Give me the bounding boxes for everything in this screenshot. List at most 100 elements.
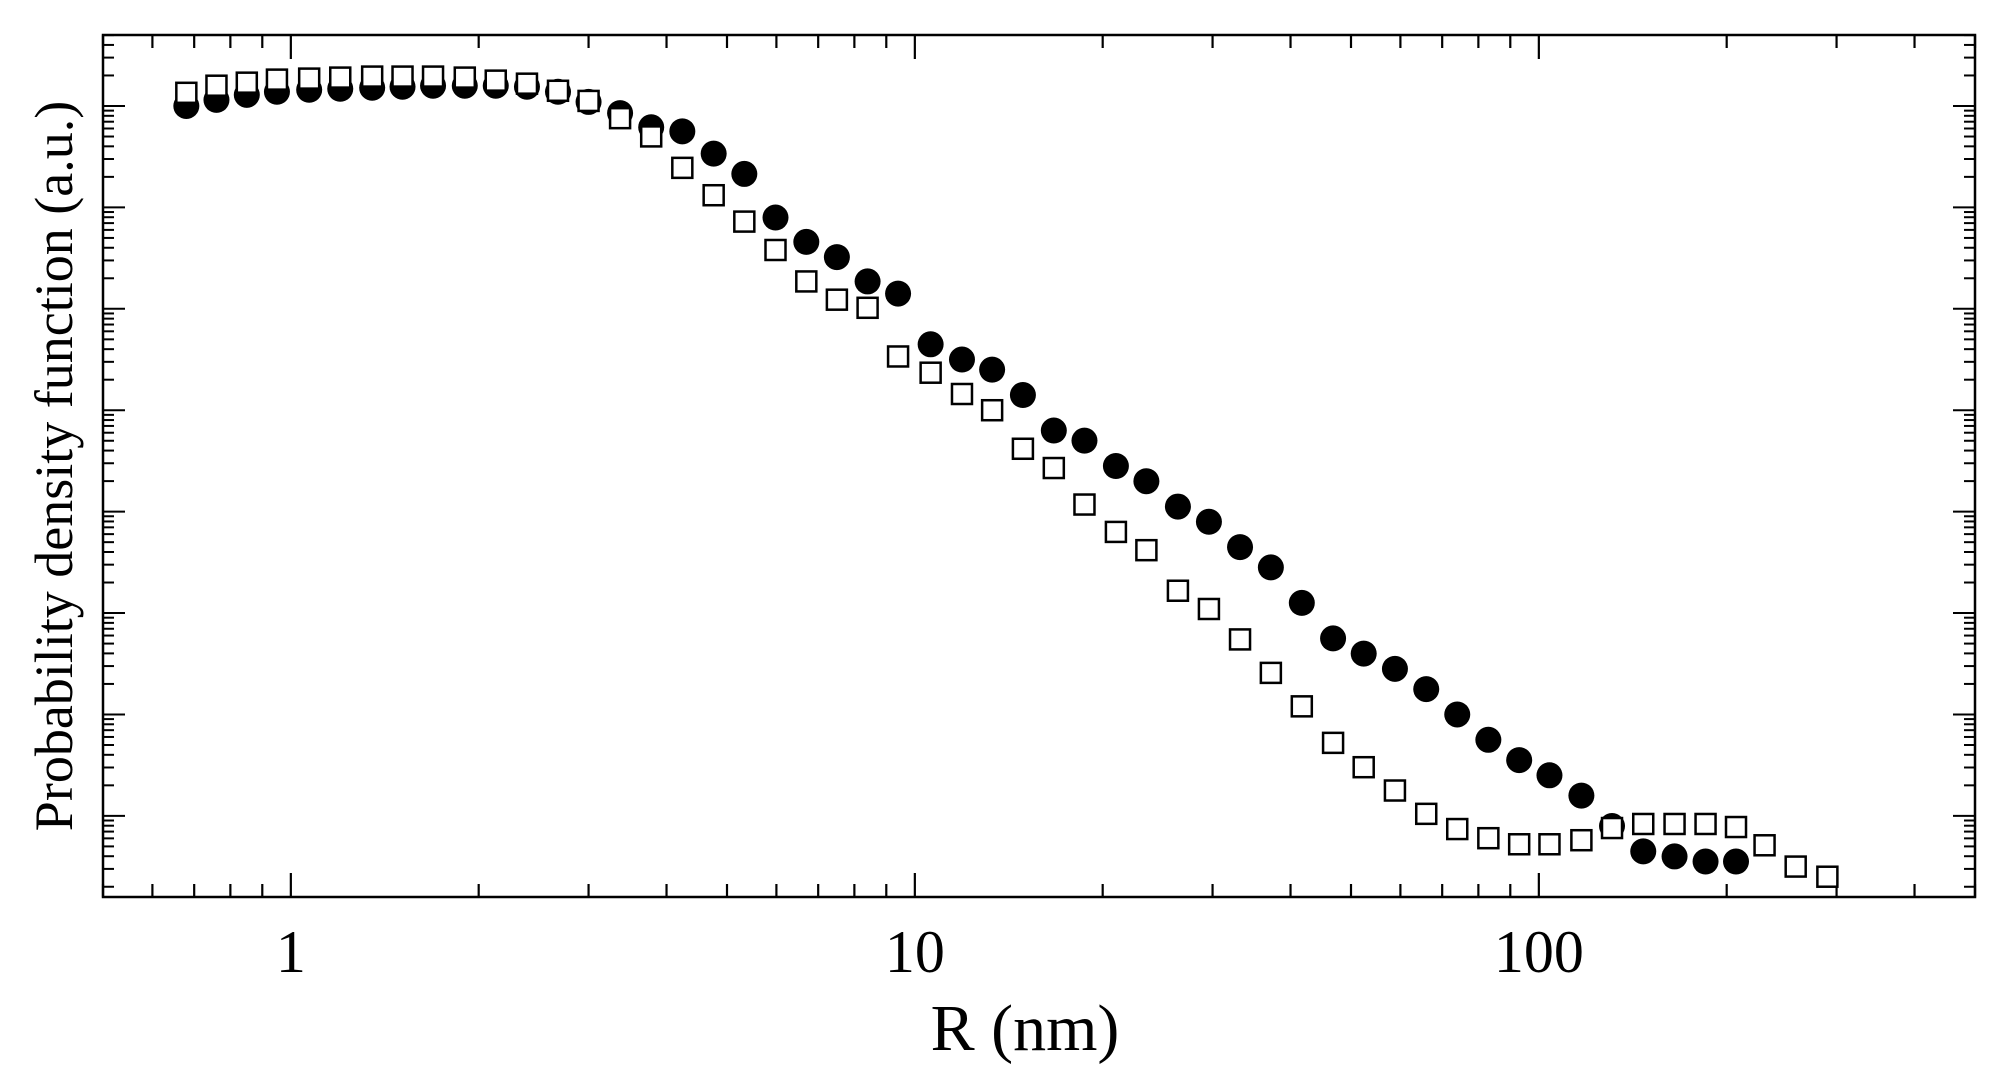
data-point-square bbox=[671, 156, 694, 180]
data-point-circle bbox=[1661, 843, 1688, 870]
data-point-square bbox=[1507, 833, 1531, 856]
data-point-circle bbox=[700, 140, 727, 167]
data-point-circle bbox=[979, 356, 1006, 383]
data-point-circle bbox=[1288, 589, 1315, 616]
data-point-square bbox=[1259, 661, 1283, 685]
data-point-square bbox=[1724, 815, 1748, 839]
data-point-circle bbox=[1257, 554, 1284, 581]
data-point-square bbox=[1538, 833, 1561, 856]
data-point-circle bbox=[1320, 625, 1347, 652]
series-layer bbox=[173, 65, 1839, 888]
data-point-circle bbox=[1071, 427, 1098, 454]
data-point-square bbox=[484, 69, 508, 92]
y-axis-label: Probability density function (a.u.) bbox=[24, 101, 84, 831]
data-point-square bbox=[1414, 802, 1438, 826]
axis-ticks bbox=[101, 34, 1977, 897]
data-point-circle bbox=[1133, 468, 1160, 495]
data-point-circle bbox=[1350, 640, 1377, 667]
data-point-square bbox=[1290, 695, 1314, 718]
data-point-square bbox=[1073, 493, 1096, 516]
data-point-square bbox=[950, 382, 974, 406]
data-point-circle bbox=[917, 331, 944, 358]
data-point-square bbox=[329, 66, 352, 89]
data-point-square bbox=[919, 361, 942, 384]
data-point-circle bbox=[1195, 508, 1222, 535]
data-point-square bbox=[360, 65, 384, 88]
data-point-circle bbox=[1630, 838, 1657, 865]
data-point-square bbox=[1570, 828, 1593, 852]
data-point-square bbox=[1477, 826, 1500, 850]
data-point-square bbox=[515, 72, 539, 95]
data-point-circle bbox=[1009, 382, 1036, 409]
x-tick-label: 1 bbox=[276, 919, 306, 985]
data-point-square bbox=[1104, 520, 1128, 544]
series-filled-circle bbox=[173, 72, 1750, 875]
data-point-circle bbox=[948, 346, 975, 373]
data-point-circle bbox=[1102, 453, 1129, 479]
data-point-circle bbox=[1692, 848, 1719, 875]
data-point-square bbox=[1631, 812, 1655, 836]
data-point-circle bbox=[1444, 701, 1471, 728]
data-point-circle bbox=[1164, 493, 1191, 520]
data-point-square bbox=[235, 71, 259, 94]
data-point-square bbox=[733, 210, 756, 233]
data-point-circle bbox=[1475, 726, 1502, 753]
data-point-square bbox=[1321, 731, 1345, 755]
data-point-square bbox=[1753, 834, 1776, 857]
data-point-square bbox=[546, 79, 570, 103]
data-point-circle bbox=[1568, 782, 1595, 809]
plot-frame bbox=[101, 33, 1977, 899]
data-point-circle bbox=[1536, 762, 1563, 789]
data-point-circle bbox=[669, 118, 696, 145]
data-point-square bbox=[1600, 816, 1624, 840]
data-point-square bbox=[1445, 817, 1469, 841]
data-point-square bbox=[1816, 865, 1839, 888]
data-point-square bbox=[608, 106, 632, 130]
data-point-circle bbox=[1723, 848, 1750, 875]
data-point-square bbox=[1663, 812, 1686, 836]
data-point-square bbox=[886, 345, 910, 368]
data-point-square bbox=[795, 270, 818, 293]
data-point-circle bbox=[1227, 534, 1254, 561]
data-point-circle bbox=[823, 244, 850, 271]
data-point-square bbox=[856, 296, 879, 320]
series-open-square bbox=[175, 65, 1839, 888]
data-point-square bbox=[702, 183, 725, 207]
data-point-square bbox=[1352, 755, 1375, 779]
data-point-square bbox=[391, 65, 414, 88]
data-point-square bbox=[453, 66, 477, 89]
data-point-square bbox=[577, 89, 600, 113]
x-tick-label: 100 bbox=[1494, 919, 1584, 985]
data-point-square bbox=[1383, 779, 1407, 802]
data-point-square bbox=[1694, 812, 1717, 836]
data-point-circle bbox=[1381, 655, 1408, 682]
data-point-square bbox=[639, 125, 663, 148]
data-point-circle bbox=[854, 268, 881, 295]
data-point-square bbox=[1166, 579, 1190, 602]
data-point-square bbox=[825, 288, 849, 311]
data-point-square bbox=[297, 67, 321, 90]
data-point-square bbox=[1042, 456, 1066, 480]
data-point-circle bbox=[793, 228, 820, 255]
data-point-square bbox=[1011, 437, 1035, 461]
data-point-square bbox=[764, 238, 787, 262]
data-point-circle bbox=[1506, 747, 1533, 774]
data-point-circle bbox=[1413, 676, 1440, 703]
x-axis-label: R (nm) bbox=[931, 992, 1120, 1065]
data-point-circle bbox=[885, 280, 912, 307]
data-point-circle bbox=[1040, 417, 1067, 444]
x-tick-label: 10 bbox=[885, 919, 945, 985]
data-point-square bbox=[175, 81, 198, 105]
data-point-square bbox=[205, 74, 228, 97]
data-point-square bbox=[1228, 628, 1252, 651]
data-point-circle bbox=[762, 204, 789, 231]
data-point-square bbox=[265, 68, 289, 91]
data-point-square bbox=[421, 65, 445, 88]
data-point-circle bbox=[731, 160, 758, 187]
data-point-square bbox=[1784, 855, 1807, 878]
x-tick-labels: 1 10 100 bbox=[276, 919, 1584, 985]
data-point-square bbox=[1197, 597, 1221, 621]
data-point-square bbox=[1135, 538, 1158, 562]
